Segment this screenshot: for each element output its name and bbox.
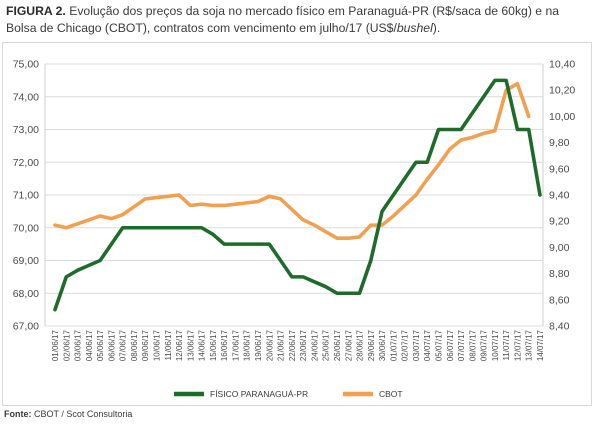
figure-caption: FIGURA 2. Evolução dos preços da soja no… xyxy=(6,3,586,37)
left-tick-label: 67,00 xyxy=(13,321,39,333)
x-tick-label: 18/06/17 xyxy=(243,329,252,361)
x-tick-label: 09/07/17 xyxy=(480,329,489,361)
x-tick-label: 23/06/17 xyxy=(299,329,308,361)
x-tick-label: 24/06/17 xyxy=(310,329,319,361)
series-line-cbot xyxy=(53,81,531,241)
x-tick-label: 01/06/17 xyxy=(51,329,60,361)
left-tick-label: 70,00 xyxy=(13,222,39,234)
left-tick-label: 75,00 xyxy=(13,59,39,71)
x-tick-label: 22/06/17 xyxy=(288,329,297,361)
x-tick-label: 10/06/17 xyxy=(153,329,162,361)
x-tick-label: 16/06/17 xyxy=(220,329,229,361)
right-tick-label: 9,40 xyxy=(549,190,570,202)
x-tick-label: 28/06/17 xyxy=(356,329,365,361)
x-tick-label: 03/06/17 xyxy=(74,329,83,361)
x-tick-label: 25/06/17 xyxy=(322,329,331,361)
source-text: CBOT / Scot Consultoria xyxy=(31,409,133,419)
x-tick-label: 08/07/17 xyxy=(468,329,477,361)
x-tick-label: 07/06/17 xyxy=(119,329,128,361)
x-tick-label: 02/07/17 xyxy=(401,329,410,361)
x-tick-label: 09/06/17 xyxy=(141,329,150,361)
x-tick-label: 26/06/17 xyxy=(333,329,342,361)
legend: FÍSICO PARANAGUÁ-PR CBOT xyxy=(174,389,403,399)
right-tick-label: 10,00 xyxy=(549,111,575,123)
left-tick-label: 74,00 xyxy=(13,91,39,103)
x-tick-label: 03/07/17 xyxy=(412,329,421,361)
x-tick-label: 08/06/17 xyxy=(130,329,139,361)
x-tick-label: 01/07/17 xyxy=(389,329,398,361)
legend-label-fisico: FÍSICO PARANAGUÁ-PR xyxy=(210,389,308,399)
x-tick-label: 15/06/17 xyxy=(209,329,218,361)
right-tick-label: 9,60 xyxy=(549,163,570,175)
source-label: Fonte: xyxy=(4,409,32,419)
caption-end: ). xyxy=(432,21,441,35)
series-lines xyxy=(53,78,542,312)
x-tick-label: 13/07/17 xyxy=(525,329,534,361)
x-tick-label: 10/07/17 xyxy=(491,329,500,361)
x-tick-label: 02/06/17 xyxy=(62,329,71,361)
x-tick-label: 04/07/17 xyxy=(423,329,432,361)
x-tick-label: 06/06/17 xyxy=(107,329,116,361)
right-tick-label: 9,80 xyxy=(549,137,570,149)
x-tick-label: 13/06/17 xyxy=(186,329,195,361)
left-tick-label: 71,00 xyxy=(13,190,39,202)
x-tick-label: 14/07/17 xyxy=(536,329,545,361)
x-tick-label: 06/07/17 xyxy=(446,329,455,361)
left-tick-label: 68,00 xyxy=(13,288,39,300)
figure-label: FIGURA 2. xyxy=(6,4,66,18)
x-axis-ticks: 01/06/17 02/06/17 03/06/17 04/06/17 05/06/17… xyxy=(51,329,545,361)
x-tick-label: 04/06/17 xyxy=(85,329,94,361)
caption-text: Evolução dos preços da soja no mercado f… xyxy=(6,4,560,35)
x-tick-label: 05/06/17 xyxy=(96,329,105,361)
x-tick-label: 07/07/17 xyxy=(457,329,466,361)
series-line-fisico xyxy=(53,78,542,312)
x-tick-label: 14/06/17 xyxy=(198,329,207,361)
x-tick-label: 19/06/17 xyxy=(254,329,263,361)
caption-italic: bushel xyxy=(396,21,433,35)
x-tick-label: 27/06/17 xyxy=(344,329,353,361)
chart-frame xyxy=(2,42,592,406)
legend-label-cbot: CBOT xyxy=(379,389,403,399)
right-tick-label: 9,00 xyxy=(549,242,570,254)
x-tick-label: 12/06/17 xyxy=(175,329,184,361)
gridlines xyxy=(44,63,544,327)
right-tick-label: 8,40 xyxy=(549,321,570,333)
left-tick-label: 73,00 xyxy=(13,124,39,136)
right-axis-ticks: 8,40 8,60 8,80 9,00 9,20 9,40 9,60 9,80 10,00 10,… xyxy=(549,59,575,333)
right-tick-label: 8,60 xyxy=(549,294,570,306)
x-tick-label: 11/07/17 xyxy=(502,329,511,360)
left-tick-label: 69,00 xyxy=(13,255,39,267)
x-tick-label: 29/06/17 xyxy=(367,329,376,361)
right-tick-label: 9,20 xyxy=(549,216,570,228)
x-tick-label: 20/06/17 xyxy=(265,329,274,361)
left-tick-label: 72,00 xyxy=(13,157,39,169)
x-tick-label: 12/07/17 xyxy=(513,329,522,361)
source-note: Fonte: CBOT / Scot Consultoria xyxy=(4,409,132,419)
x-tick-label: 11/06/17 xyxy=(164,329,173,360)
x-tick-label: 17/06/17 xyxy=(231,329,240,361)
right-tick-label: 10,40 xyxy=(549,59,575,71)
x-tick-label: 30/06/17 xyxy=(378,329,387,361)
left-axis-ticks: 67,00 68,00 69,00 70,00 71,00 72,00 73,00 74,00… xyxy=(13,59,39,333)
x-tick-label: 21/06/17 xyxy=(277,329,286,361)
x-tick-label: 05/07/17 xyxy=(434,329,443,361)
right-tick-label: 10,20 xyxy=(549,85,575,97)
right-tick-label: 8,80 xyxy=(549,268,570,280)
